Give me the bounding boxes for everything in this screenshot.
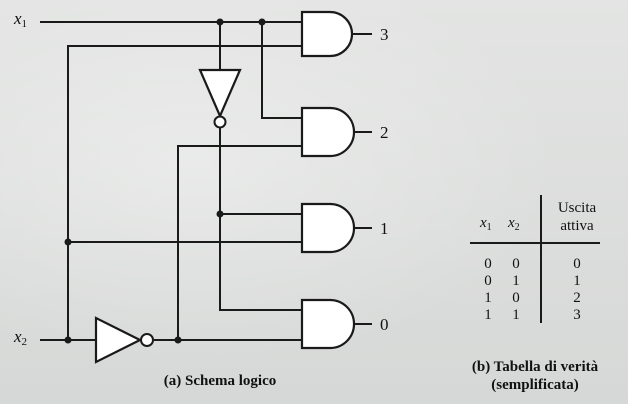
truth-table-cell-x1: 0 [484,256,492,272]
input-label-x1: x1 [14,9,28,30]
not-gate-x2-bubble [140,333,154,347]
truth-table-cell-x1: 1 [484,290,492,306]
junction-dot [174,336,182,344]
caption-truth-table-line2: (semplificata) [491,377,579,393]
input-label-x2: x2 [14,327,28,348]
junction-dot [64,238,72,246]
caption-truth-table-line1: (b) Tabella di verità [471,359,599,375]
and-gate-3 [300,10,354,58]
truth-table-cell-output: 2 [573,290,581,306]
truth-table-row: 1 1 3 [470,307,600,324]
truth-table-cell-x2: 1 [512,273,520,289]
truth-table-cell-output: 0 [573,256,581,272]
and-gate-1 [300,202,356,254]
truth-table-header-output-line1: Uscita [557,200,597,216]
truth-table-cell-x1: 1 [484,307,492,323]
wire-x1-to-and2 [261,22,302,119]
wire-not-x2-to-and2 [177,145,302,340]
output-label-1: 1 [380,219,389,238]
caption-truth-table: (b) Tabella di verità (semplificata) [455,358,615,394]
truth-table-header-x1: x1 [480,215,492,233]
truth-table-row: 0 0 0 [470,256,600,273]
junction-dot [216,18,224,26]
truth-table-header-x2: x2 [508,215,520,233]
caption-schematic: (a) Schema logico [163,373,277,389]
wire-not-x1 [219,128,302,311]
truth-table-header-output-line2: attiva [560,218,594,234]
truth-table-cell-x2: 1 [512,307,520,323]
truth-table-cell-output: 1 [573,273,581,289]
truth-table-cell-x2: 0 [512,256,520,272]
junction-dot [258,18,266,26]
junction-dot [64,336,72,344]
output-label-3: 3 [380,25,389,44]
truth-table-row: 0 1 1 [470,273,600,290]
truth-table-cell-output: 3 [573,307,581,323]
truth-table-row: 1 0 2 [470,290,600,307]
and-gate-0 [300,298,356,350]
wire-x2-up [67,45,302,340]
not-gate-x1-bubble [213,115,227,129]
output-label-2: 2 [380,123,389,142]
junction-dot [216,210,224,218]
truth-table-cell-x2: 0 [512,290,520,306]
not-gate-x2 [94,316,143,364]
truth-table-header-output: Uscita attiva [542,199,612,235]
output-label-0: 0 [380,315,389,334]
truth-table-cell-x1: 0 [484,273,492,289]
not-gate-x1 [198,68,242,119]
and-gate-2 [300,106,356,158]
